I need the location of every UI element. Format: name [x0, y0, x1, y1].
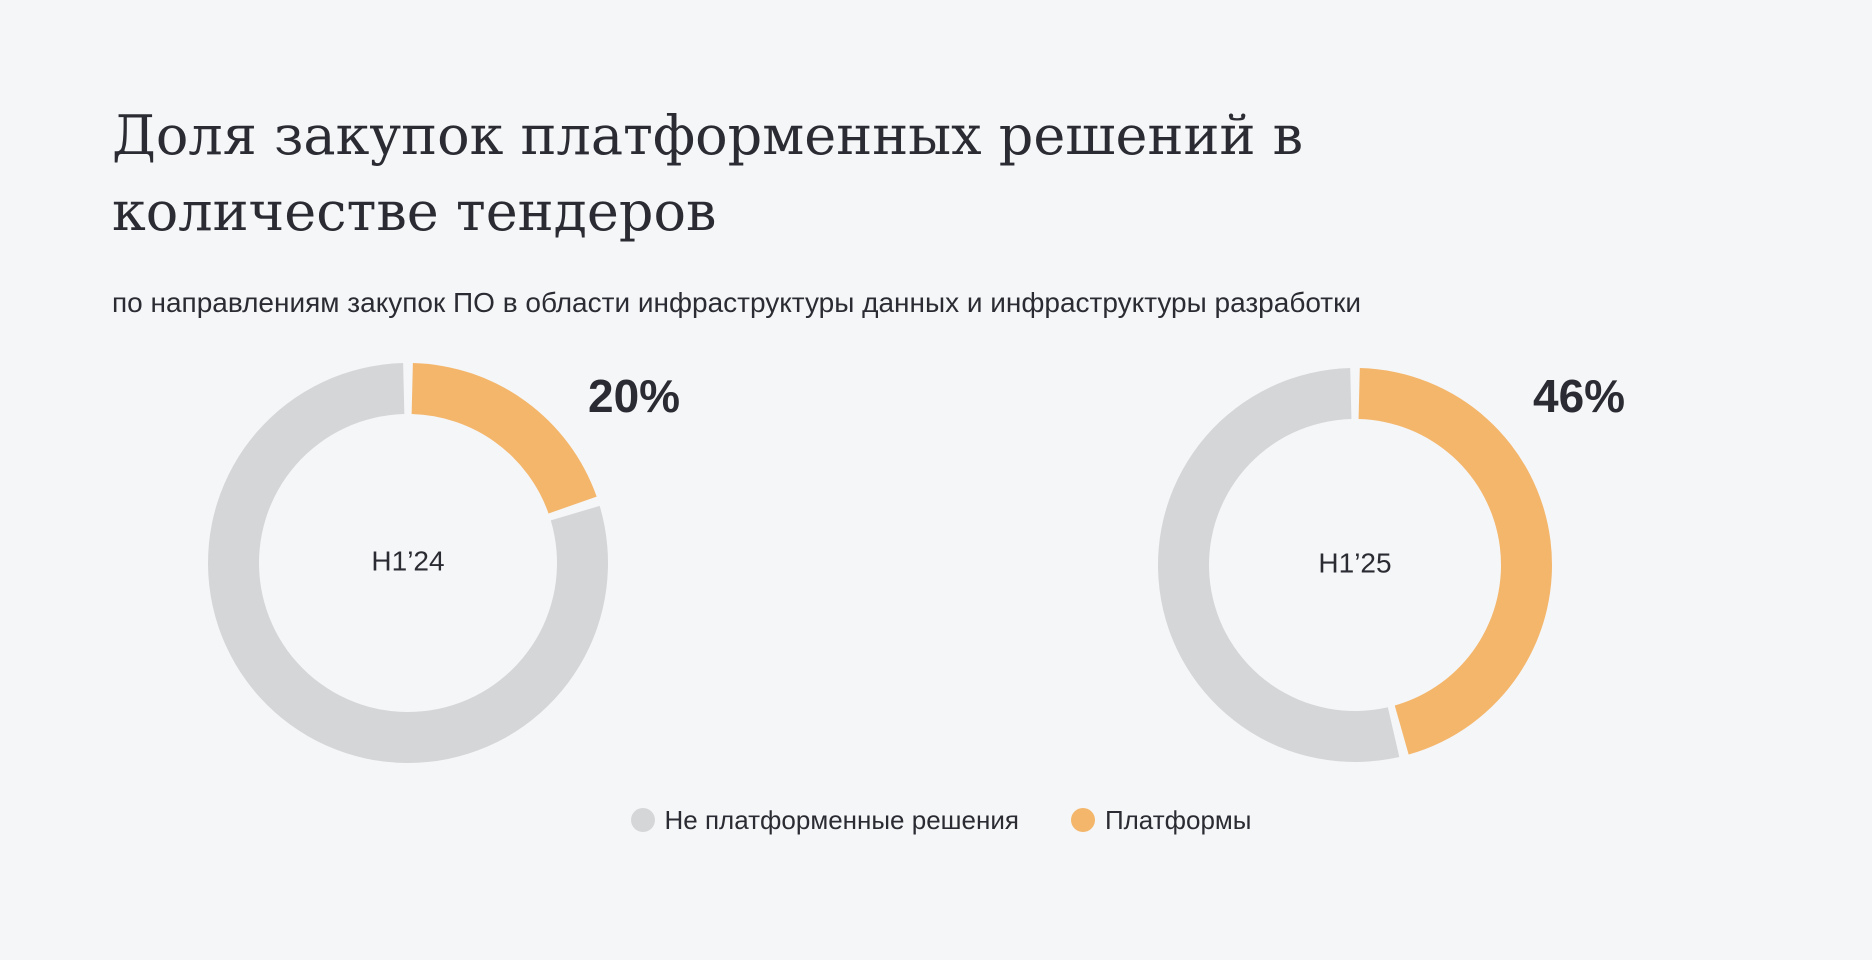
- donut-chart-h1-24: H1’24 20%: [208, 363, 680, 763]
- slice-platform-h1-24: [411, 363, 597, 514]
- legend-label-non-platform: Не платформенные решения: [664, 805, 1019, 835]
- legend-item-platform: Платформы: [1070, 800, 1252, 840]
- slice-platform-h1-25: [1358, 368, 1552, 755]
- legend-swatch-non-platform: [630, 808, 655, 832]
- donut-chart-h1-25: H1’25 46%: [1158, 368, 1625, 763]
- center-label-h1-25: H1’25: [1318, 547, 1391, 578]
- slice-non-platform-h1-25: [1158, 368, 1400, 763]
- center-label-h1-24: H1’24: [371, 545, 444, 576]
- chart-title: Доля закупок платформенных решений в кол…: [112, 104, 1304, 243]
- legend-item-non-platform: Не платформенные решения: [630, 800, 1019, 840]
- value-label-h1-25: 46%: [1533, 370, 1625, 422]
- legend-label-platform: Платформы: [1104, 805, 1252, 835]
- chart-legend: Не платформенные решения Платформы: [0, 800, 1872, 840]
- value-label-h1-24: 20%: [588, 370, 680, 422]
- legend-swatch-platform: [1070, 808, 1095, 832]
- chart-subtitle: по направлениям закупок ПО в области инф…: [112, 287, 1362, 318]
